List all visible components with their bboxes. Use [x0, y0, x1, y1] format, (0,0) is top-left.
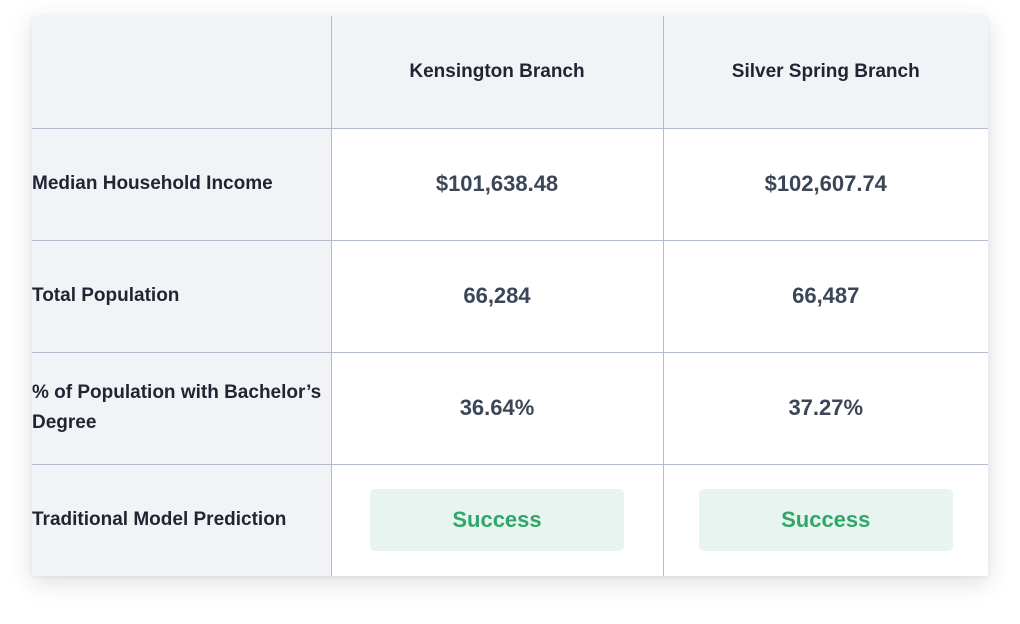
cell-kensington-bachelors-degree: 36.64%	[331, 352, 664, 465]
column-header-silver-spring: Silver Spring Branch	[663, 16, 988, 129]
corner-cell	[32, 16, 332, 129]
cell-silver-spring-bachelors-degree: 37.27%	[663, 352, 988, 465]
table-row-bachelors-degree: % of Population with Bachelor’s Degree 3…	[32, 352, 988, 465]
cell-kensington-total-population: 66,284	[331, 240, 664, 353]
row-label-total-population: Total Population	[32, 240, 332, 353]
success-badge: Success	[370, 489, 624, 552]
branch-comparison-table: Kensington Branch Silver Spring Branch M…	[32, 16, 988, 576]
row-label-model-prediction: Traditional Model Prediction	[32, 464, 332, 576]
table-row-total-population: Total Population 66,284 66,487	[32, 240, 988, 353]
success-badge: Success	[698, 489, 953, 552]
table-row-model-prediction: Traditional Model Prediction Success Suc…	[32, 464, 988, 576]
comparison-card: Kensington Branch Silver Spring Branch M…	[32, 16, 988, 576]
row-label-bachelors-degree: % of Population with Bachelor’s Degree	[32, 352, 332, 465]
cell-silver-spring-total-population: 66,487	[663, 240, 988, 353]
cell-silver-spring-median-income: $102,607.74	[663, 128, 988, 241]
cell-kensington-model-prediction: Success	[331, 464, 664, 576]
column-header-kensington: Kensington Branch	[331, 16, 664, 129]
row-label-median-income: Median Household Income	[32, 128, 332, 241]
cell-kensington-median-income: $101,638.48	[331, 128, 664, 241]
table-row-median-income: Median Household Income $101,638.48 $102…	[32, 128, 988, 241]
cell-silver-spring-model-prediction: Success	[663, 464, 988, 576]
table-header-row: Kensington Branch Silver Spring Branch	[32, 16, 988, 129]
